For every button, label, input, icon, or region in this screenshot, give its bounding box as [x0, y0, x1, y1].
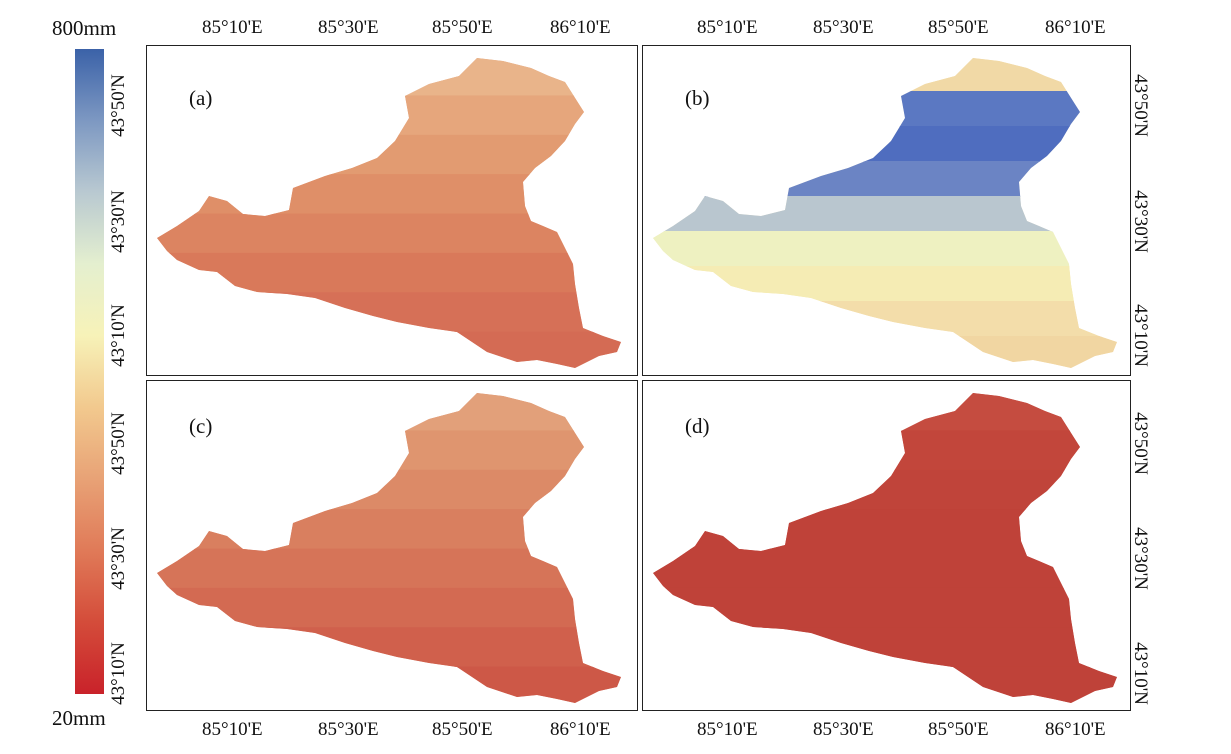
precip-band — [653, 666, 1117, 703]
panel-label-d: (d) — [685, 414, 710, 438]
precip-band — [157, 134, 621, 176]
top-right-lon-tick-3: 85°50'E — [928, 17, 989, 38]
left-lat-tick-top-3: 43°10'N — [107, 304, 129, 367]
bottom-right-lon-tick-1: 85°10'E — [697, 719, 758, 740]
precip-band — [157, 509, 621, 550]
top-left-lon-tick-2: 85°30'E — [318, 17, 379, 38]
left-lat-tick-bottom-3: 43°10'N — [107, 642, 129, 705]
precip-band — [653, 393, 1117, 432]
basin-map-c — [157, 393, 621, 703]
precip-band — [157, 331, 621, 368]
precip-band — [157, 95, 621, 136]
map-panel-a: (a) — [146, 45, 638, 376]
colorbar — [75, 49, 104, 694]
top-right-lon-tick-2: 85°30'E — [813, 17, 874, 38]
top-left-lon-tick-3: 85°50'E — [432, 17, 493, 38]
precip-band — [653, 266, 1117, 302]
precip-band — [653, 161, 1117, 197]
precip-band — [157, 469, 621, 511]
basin-map-a — [157, 58, 621, 368]
top-right-lon-tick-4: 86°10'E — [1045, 17, 1106, 38]
precip-band — [653, 336, 1117, 368]
bottom-left-lon-tick-3: 85°50'E — [432, 719, 493, 740]
map-panel-d: (d) — [642, 380, 1131, 711]
bottom-left-lon-tick-1: 85°10'E — [202, 719, 263, 740]
top-left-lon-tick-4: 86°10'E — [550, 17, 611, 38]
left-lat-tick-bottom-2: 43°30'N — [107, 527, 129, 590]
precip-band — [653, 469, 1117, 511]
precip-band — [157, 213, 621, 254]
left-lat-tick-bottom-1: 43°50'N — [107, 412, 129, 475]
precip-band — [157, 430, 621, 471]
precip-band — [157, 548, 621, 589]
right-lat-tick-bottom-1: 43°50'N — [1129, 412, 1151, 475]
precip-band — [653, 627, 1117, 668]
precip-band — [157, 666, 621, 703]
right-lat-tick-top-2: 43°30'N — [1129, 190, 1151, 253]
precip-band — [157, 174, 621, 215]
top-left-lon-tick-1: 85°10'E — [202, 17, 263, 38]
left-lat-tick-top-2: 43°30'N — [107, 190, 129, 253]
bottom-right-lon-tick-3: 85°50'E — [928, 719, 989, 740]
precip-band — [653, 126, 1117, 162]
precip-band — [653, 301, 1117, 337]
basin-map-b — [653, 58, 1117, 368]
precip-band — [653, 91, 1117, 127]
right-lat-tick-top-1: 43°50'N — [1129, 74, 1151, 137]
basin-map-d — [653, 393, 1117, 703]
right-lat-tick-bottom-2: 43°30'N — [1129, 527, 1151, 590]
precip-band — [653, 548, 1117, 589]
map-panel-c: (c) — [146, 380, 638, 711]
bottom-left-lon-tick-4: 86°10'E — [550, 719, 611, 740]
colorbar-max-label: 800mm — [52, 16, 117, 40]
precip-band — [157, 58, 621, 97]
precip-band — [653, 509, 1117, 550]
precip-band — [157, 587, 621, 629]
right-lat-tick-top-3: 43°10'N — [1129, 304, 1151, 367]
map-panel-b: (b) — [642, 45, 1131, 376]
panel-label-b: (b) — [685, 86, 710, 110]
bottom-right-lon-tick-2: 85°30'E — [813, 719, 874, 740]
top-right-lon-tick-1: 85°10'E — [697, 17, 758, 38]
bottom-right-lon-tick-4: 86°10'E — [1045, 719, 1106, 740]
colorbar-min-label: 20mm — [52, 706, 106, 730]
precip-band — [653, 196, 1117, 232]
left-lat-tick-top-1: 43°50'N — [107, 74, 129, 137]
bottom-left-lon-tick-2: 85°30'E — [318, 719, 379, 740]
precip-band — [157, 393, 621, 432]
precip-band — [653, 58, 1117, 92]
right-lat-tick-bottom-3: 43°10'N — [1129, 642, 1151, 705]
precip-band — [653, 231, 1117, 267]
precip-band — [653, 430, 1117, 471]
precip-band — [653, 587, 1117, 629]
precip-band — [157, 292, 621, 333]
panel-label-c: (c) — [189, 414, 213, 438]
precip-band — [157, 627, 621, 668]
precip-band — [157, 252, 621, 294]
panel-label-a: (a) — [189, 86, 213, 110]
